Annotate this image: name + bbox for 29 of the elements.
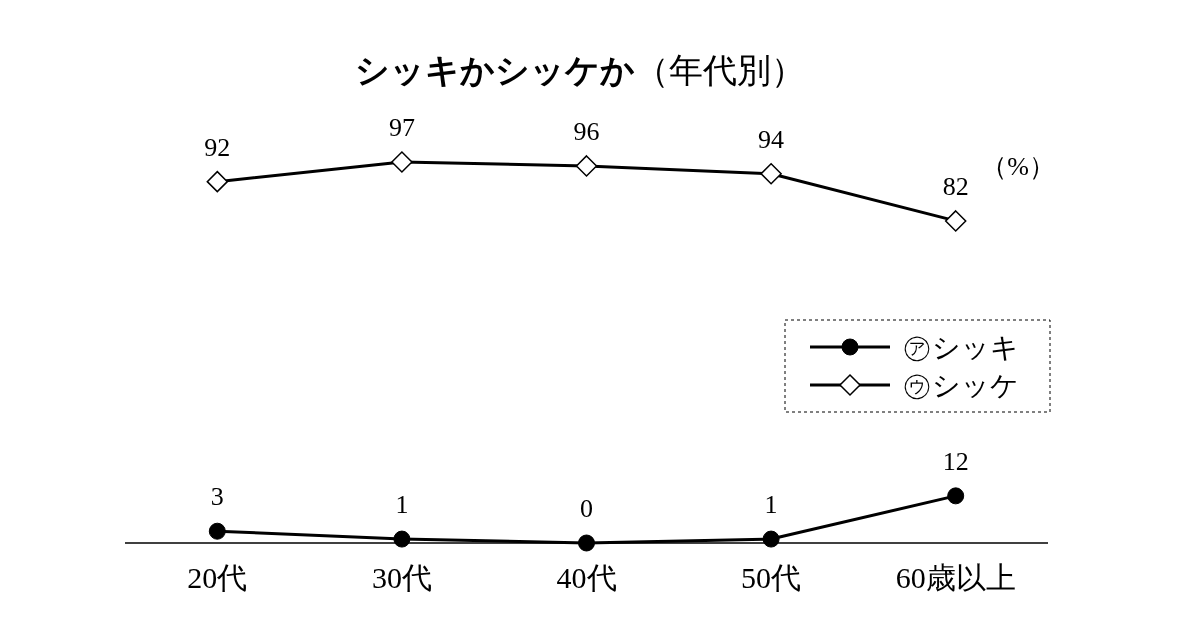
point (760, 163, 782, 185)
data-label: 1 (395, 490, 409, 520)
point (391, 151, 413, 173)
legend-label: ㋒シッケ (903, 370, 1019, 401)
x-tick-label: 40代 (556, 561, 617, 594)
x-tick-label: 60歳以上 (895, 561, 1016, 594)
point (578, 534, 595, 552)
x-tick-label: 30代 (371, 561, 432, 594)
point (944, 210, 967, 232)
data-label: 92 (204, 132, 231, 162)
data-label: 12 (942, 446, 969, 476)
point (575, 155, 598, 177)
x-tick-label: 20代 (187, 561, 248, 594)
point (947, 487, 965, 505)
point (393, 530, 411, 548)
data-label: 1 (764, 490, 778, 520)
data-label: 96 (573, 116, 600, 146)
data-label: 0 (580, 494, 593, 523)
data-label: 94 (758, 124, 785, 154)
data-label: 3 (210, 482, 224, 512)
point (208, 522, 226, 540)
x-tick-label: 50代 (741, 561, 802, 594)
chart-title: シッキかシッケか（年代別） (355, 51, 805, 89)
data-label: 82 (942, 171, 969, 201)
annotation: （%） (981, 152, 1055, 181)
data-label: 97 (388, 113, 415, 142)
point (206, 170, 229, 193)
point (762, 530, 780, 548)
legend-label: ㋐シッキ (903, 332, 1019, 363)
